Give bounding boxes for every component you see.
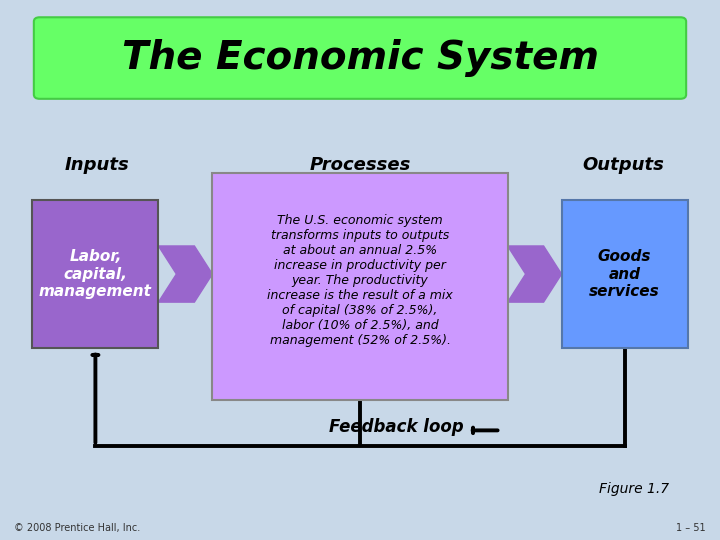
Polygon shape [158,246,212,302]
Polygon shape [508,246,562,302]
Text: © 2008 Prentice Hall, Inc.: © 2008 Prentice Hall, Inc. [14,523,140,533]
Text: The U.S. economic system
transforms inputs to outputs
at about an annual 2.5%
in: The U.S. economic system transforms inpu… [267,214,453,347]
FancyBboxPatch shape [34,17,686,99]
FancyBboxPatch shape [212,173,508,400]
Text: Labor,
capital,
management: Labor, capital, management [39,249,152,299]
Text: 1 – 51: 1 – 51 [676,523,706,533]
FancyBboxPatch shape [32,200,158,348]
Text: Processes: Processes [310,156,410,174]
Text: Outputs: Outputs [582,156,664,174]
Text: The Economic System: The Economic System [122,39,598,77]
FancyBboxPatch shape [562,200,688,348]
Text: Goods
and
services: Goods and services [589,249,660,299]
Text: Figure 1.7: Figure 1.7 [600,482,670,496]
Text: Feedback loop: Feedback loop [329,418,463,436]
Text: Inputs: Inputs [65,156,130,174]
